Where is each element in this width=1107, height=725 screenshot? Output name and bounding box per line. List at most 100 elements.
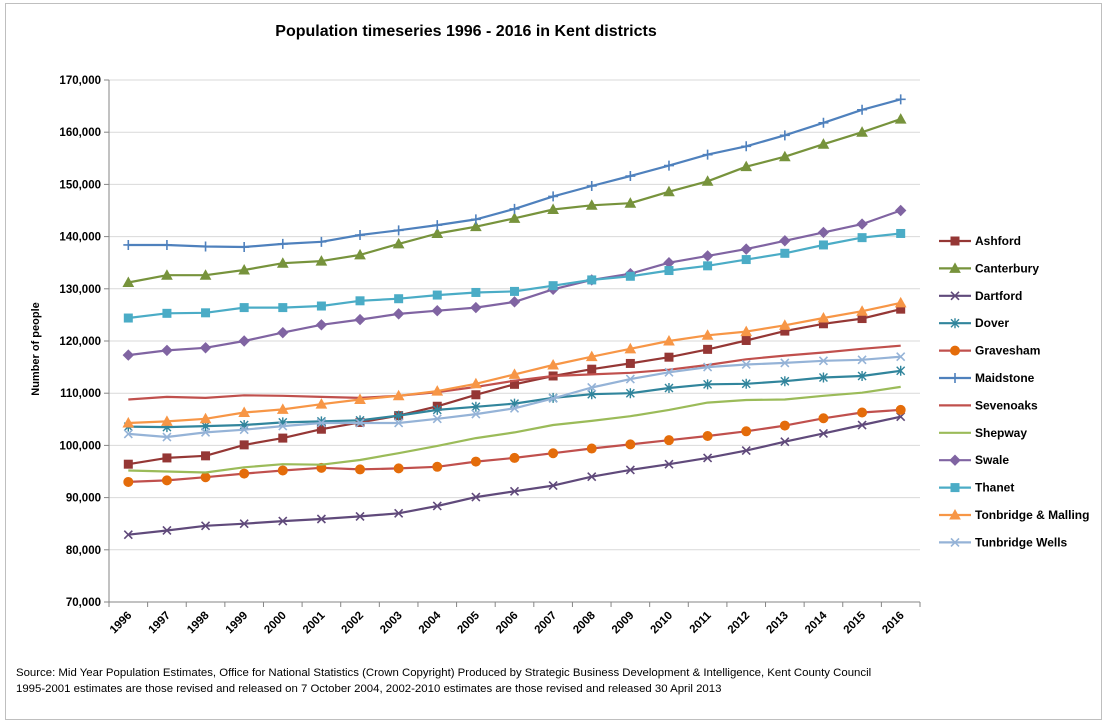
data-point-tonbridge-malling (817, 312, 830, 323)
data-point-maidstone (818, 117, 829, 128)
legend-swatch-marker (950, 537, 960, 547)
data-point-dartford (664, 459, 674, 469)
data-point-gravesham (548, 448, 559, 459)
data-point-ashford (162, 453, 172, 463)
legend-item-sevenoaks: Sevenoaks (939, 398, 1038, 412)
data-point-tonbridge-malling (663, 334, 675, 346)
data-point-canterbury (508, 212, 521, 223)
data-point-canterbury (199, 269, 212, 280)
data-point-thanet (510, 286, 519, 296)
data-point-dartford (587, 472, 597, 482)
data-point-canterbury (624, 197, 637, 208)
data-point-dover (741, 378, 751, 389)
y-axis-label: Number of people (30, 302, 42, 396)
legend-swatch-marker (950, 483, 960, 493)
legend-swatch-marker (950, 373, 960, 383)
data-point-dartford (123, 530, 133, 540)
data-point-tonbridge-malling (122, 416, 135, 428)
data-point-thanet (355, 296, 365, 306)
series-sevenoaks (128, 344, 901, 401)
data-point-canterbury (122, 276, 135, 288)
data-point-maidstone (663, 160, 674, 171)
legend-label: Dartford (975, 289, 1022, 303)
legend-label: Ashford (975, 234, 1021, 248)
data-point-canterbury (276, 257, 289, 268)
data-point-canterbury (817, 138, 830, 149)
data-point-thanet (239, 303, 249, 313)
data-point-tunbridge-wells (278, 421, 288, 431)
x-tick-label: 1999 (224, 610, 251, 637)
data-point-tonbridge-malling (315, 398, 328, 409)
legend-item-canterbury: Canterbury (939, 261, 1039, 275)
data-point-tonbridge-malling (238, 406, 251, 418)
source-note-line-2: 1995-2001 estimates are those revised an… (16, 683, 722, 695)
data-point-canterbury (431, 227, 444, 238)
data-point-tunbridge-wells (394, 418, 404, 428)
data-point-swale (701, 250, 714, 262)
data-point-thanet (741, 255, 751, 265)
x-tick-label: 2008 (571, 609, 598, 636)
line-chart: Population timeseries 1996 - 2016 in Ken… (30, 23, 1089, 637)
data-point-tunbridge-wells (896, 352, 906, 362)
x-tick-label: 2002 (340, 610, 367, 637)
legend-label: Dover (975, 316, 1009, 330)
data-point-gravesham (741, 426, 752, 437)
x-tick-label: 2009 (610, 610, 637, 637)
data-point-maidstone (625, 171, 636, 182)
series-tonbridge-malling (122, 296, 907, 428)
series-layer (122, 94, 907, 540)
data-point-tonbridge-malling (778, 319, 791, 330)
data-point-tunbridge-wells (509, 403, 520, 413)
x-tick-label: 2011 (688, 609, 715, 636)
data-point-thanet (316, 301, 326, 311)
series-swale (122, 204, 907, 361)
data-point-dartford (741, 446, 751, 456)
legend-item-ashford: Ashford (939, 234, 1021, 248)
series-thanet (123, 228, 906, 323)
data-point-canterbury (701, 175, 714, 186)
data-point-ashford (703, 344, 713, 354)
data-point-thanet (394, 294, 404, 304)
data-point-tonbridge-malling (740, 325, 753, 337)
data-point-tonbridge-malling (701, 329, 714, 340)
legend-label: Tonbridge & Malling (975, 508, 1089, 522)
data-point-swale (431, 305, 443, 317)
legend-swatch-marker (950, 345, 960, 356)
legend-label: Sevenoaks (975, 398, 1038, 412)
data-point-ashford (471, 390, 481, 400)
data-point-dover (857, 370, 867, 381)
data-point-gravesham (857, 407, 868, 418)
data-point-canterbury (547, 203, 559, 214)
data-point-maidstone (741, 141, 752, 152)
data-point-maidstone (161, 239, 172, 250)
data-point-tonbridge-malling (894, 296, 907, 308)
data-point-maidstone (779, 130, 790, 141)
legend-item-shepway: Shepway (939, 426, 1027, 440)
data-point-thanet (548, 281, 558, 291)
data-point-canterbury (778, 150, 791, 162)
data-point-tonbridge-malling (276, 403, 289, 414)
data-point-maidstone (586, 180, 597, 191)
x-tick-label: 2015 (842, 609, 869, 636)
data-point-gravesham (586, 443, 597, 454)
legend-item-dover: Dover (939, 316, 1009, 330)
data-point-dover (703, 379, 713, 390)
data-point-swale (238, 335, 250, 347)
data-point-thanet (703, 261, 713, 271)
data-point-dartford (780, 437, 790, 447)
legend-swatch-marker (950, 318, 960, 329)
y-tick-label: 70,000 (66, 597, 101, 609)
x-tick-label: 1997 (146, 610, 173, 637)
data-point-dartford (239, 519, 249, 529)
x-tick-label: 1996 (108, 610, 135, 637)
data-point-canterbury (354, 248, 366, 260)
legend-item-thanet: Thanet (939, 481, 1014, 495)
data-point-maidstone (895, 94, 906, 105)
data-point-thanet (278, 303, 288, 313)
data-point-canterbury (663, 185, 675, 197)
legend-swatch-marker (949, 508, 961, 520)
data-point-tonbridge-malling (199, 412, 212, 424)
data-point-tunbridge-wells (432, 414, 442, 424)
series-line-shepway (128, 385, 901, 474)
data-point-tunbridge-wells (471, 409, 481, 419)
